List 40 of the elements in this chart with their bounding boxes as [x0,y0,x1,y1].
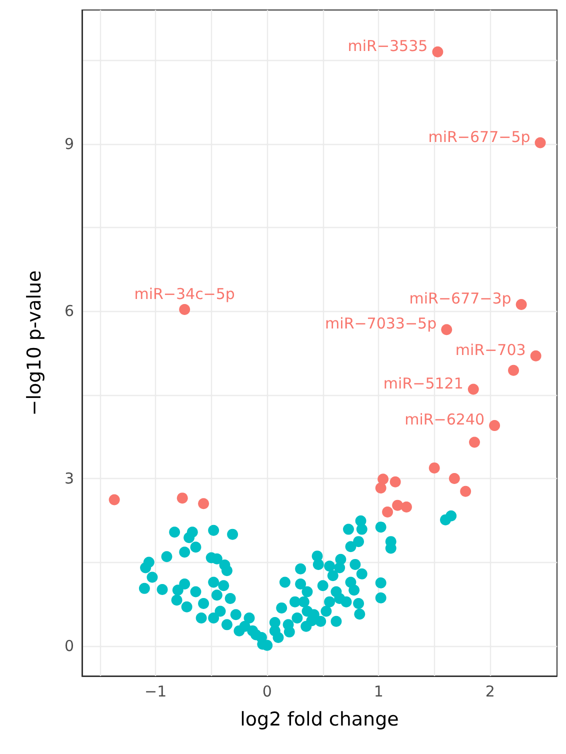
point [428,462,440,474]
y-tick-label: 0 [64,636,74,655]
point [516,299,527,310]
point [390,476,401,488]
point [179,304,190,316]
point [448,473,460,484]
annotation: miR−677−3p [409,290,512,308]
x-tick-label: 0 [262,682,272,700]
annotation: miR−677−5p [428,128,530,146]
point [400,501,412,512]
y-tick-label: 9 [64,134,74,153]
annotation: miR−6240 [404,410,485,429]
y-axis-title: −log10 p-value [24,270,46,416]
point [176,492,188,504]
point [534,137,546,148]
annotation: miR−7033−5p [325,314,437,333]
point [375,482,386,494]
point [469,436,480,448]
x-tick-label: 1 [374,682,384,700]
annotation: miR−34c−5p [134,285,235,304]
annotation: miR−3535 [348,36,428,55]
point [441,324,452,336]
x-tick-label: −1 [144,682,167,700]
point [198,498,210,510]
point [489,420,500,432]
point [460,486,472,497]
annotation: miR−5121 [383,374,464,392]
point [508,364,520,376]
point [392,500,404,511]
y-tick-label: 6 [64,302,74,320]
point [378,474,389,485]
point [108,494,120,506]
point [432,46,444,58]
y-tick-label: 3 [64,470,74,488]
point [382,506,394,518]
point [530,350,542,362]
annotation: miR−703 [455,340,526,359]
point [468,384,479,395]
x-tick-label: 2 [485,682,495,700]
x-axis-title: log2 fold change [240,708,399,730]
